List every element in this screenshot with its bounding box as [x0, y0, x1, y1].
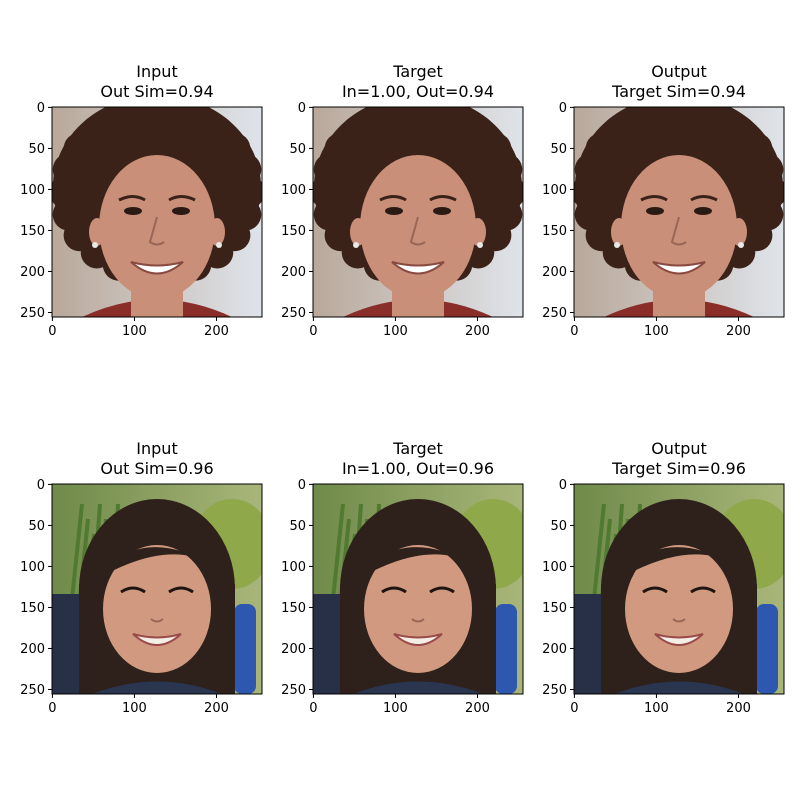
y-tick-label: 150 — [20, 224, 45, 239]
face-photo — [574, 484, 784, 694]
y-tick-label: 200 — [281, 642, 306, 657]
y-tick-label: 50 — [28, 142, 45, 157]
x-tick-label: 200 — [726, 701, 751, 716]
y-tick-label: 50 — [289, 519, 306, 534]
y-tick-label: 50 — [289, 142, 306, 157]
y-tick-label: 150 — [281, 224, 306, 239]
y-tick-label: 50 — [550, 519, 567, 534]
y-tick-label: 100 — [20, 183, 45, 198]
x-tick-label: 0 — [309, 324, 317, 339]
panel-title-line1: Target — [392, 439, 443, 458]
axes-frame — [51, 106, 263, 318]
x-tick-label: 200 — [726, 324, 751, 339]
x-tick-label: 100 — [122, 324, 147, 339]
y-tick-label: 100 — [542, 560, 567, 575]
face-photo — [52, 107, 262, 317]
y-tick-label: 250 — [542, 306, 567, 321]
y-tick-label: 100 — [20, 560, 45, 575]
face-photo — [313, 484, 523, 694]
panel-title-line2: Target Sim=0.96 — [611, 459, 746, 478]
y-tick-label: 50 — [28, 519, 45, 534]
panel-title-line1: Input — [136, 62, 177, 81]
panel-title-line1: Input — [136, 439, 177, 458]
y-tick-label: 150 — [20, 601, 45, 616]
x-tick-label: 200 — [204, 324, 229, 339]
y-tick-label: 0 — [298, 478, 306, 493]
panel-title-line2: Out Sim=0.96 — [100, 459, 213, 478]
y-tick-label: 0 — [559, 101, 567, 116]
x-tick-label: 100 — [383, 701, 408, 716]
x-tick-label: 100 — [644, 701, 669, 716]
y-tick-label: 0 — [559, 478, 567, 493]
x-tick-label: 200 — [204, 701, 229, 716]
panel-title-line1: Target — [392, 62, 443, 81]
y-tick-label: 250 — [542, 683, 567, 698]
x-tick-label: 0 — [570, 701, 578, 716]
y-tick-label: 150 — [542, 224, 567, 239]
panel-title-line1: Output — [651, 62, 707, 81]
y-tick-label: 200 — [20, 265, 45, 280]
panel-title-line2: In=1.00, Out=0.94 — [342, 82, 494, 101]
panel-title-line1: Output — [651, 439, 707, 458]
y-tick-label: 200 — [542, 642, 567, 657]
y-tick-label: 0 — [298, 101, 306, 116]
x-tick-label: 100 — [122, 701, 147, 716]
y-tick-label: 150 — [542, 601, 567, 616]
axes-frame — [573, 106, 785, 318]
y-tick-label: 250 — [20, 683, 45, 698]
y-tick-label: 250 — [281, 306, 306, 321]
axes-frame — [312, 106, 524, 318]
x-tick-label: 100 — [383, 324, 408, 339]
x-tick-label: 0 — [48, 701, 56, 716]
axes-frame — [573, 483, 785, 695]
x-tick-label: 200 — [465, 701, 490, 716]
y-tick-label: 50 — [550, 142, 567, 157]
y-tick-label: 100 — [281, 560, 306, 575]
face-photo — [313, 107, 523, 317]
x-tick-label: 200 — [465, 324, 490, 339]
x-tick-label: 0 — [309, 701, 317, 716]
y-tick-label: 100 — [542, 183, 567, 198]
face-photo — [574, 107, 784, 317]
face-photo — [52, 484, 262, 694]
x-tick-label: 100 — [644, 324, 669, 339]
panel-title-line2: Target Sim=0.94 — [611, 82, 746, 101]
x-tick-label: 0 — [48, 324, 56, 339]
y-tick-label: 250 — [281, 683, 306, 698]
panel-title-line2: Out Sim=0.94 — [100, 82, 213, 101]
y-tick-label: 250 — [20, 306, 45, 321]
axes-frame — [51, 483, 263, 695]
axes-frame — [312, 483, 524, 695]
y-tick-label: 0 — [37, 478, 45, 493]
x-tick-label: 0 — [570, 324, 578, 339]
y-tick-label: 200 — [20, 642, 45, 657]
panel-title-line2: In=1.00, Out=0.96 — [342, 459, 494, 478]
y-tick-label: 150 — [281, 601, 306, 616]
y-tick-label: 100 — [281, 183, 306, 198]
y-tick-label: 200 — [542, 265, 567, 280]
y-tick-label: 0 — [37, 101, 45, 116]
y-tick-label: 200 — [281, 265, 306, 280]
